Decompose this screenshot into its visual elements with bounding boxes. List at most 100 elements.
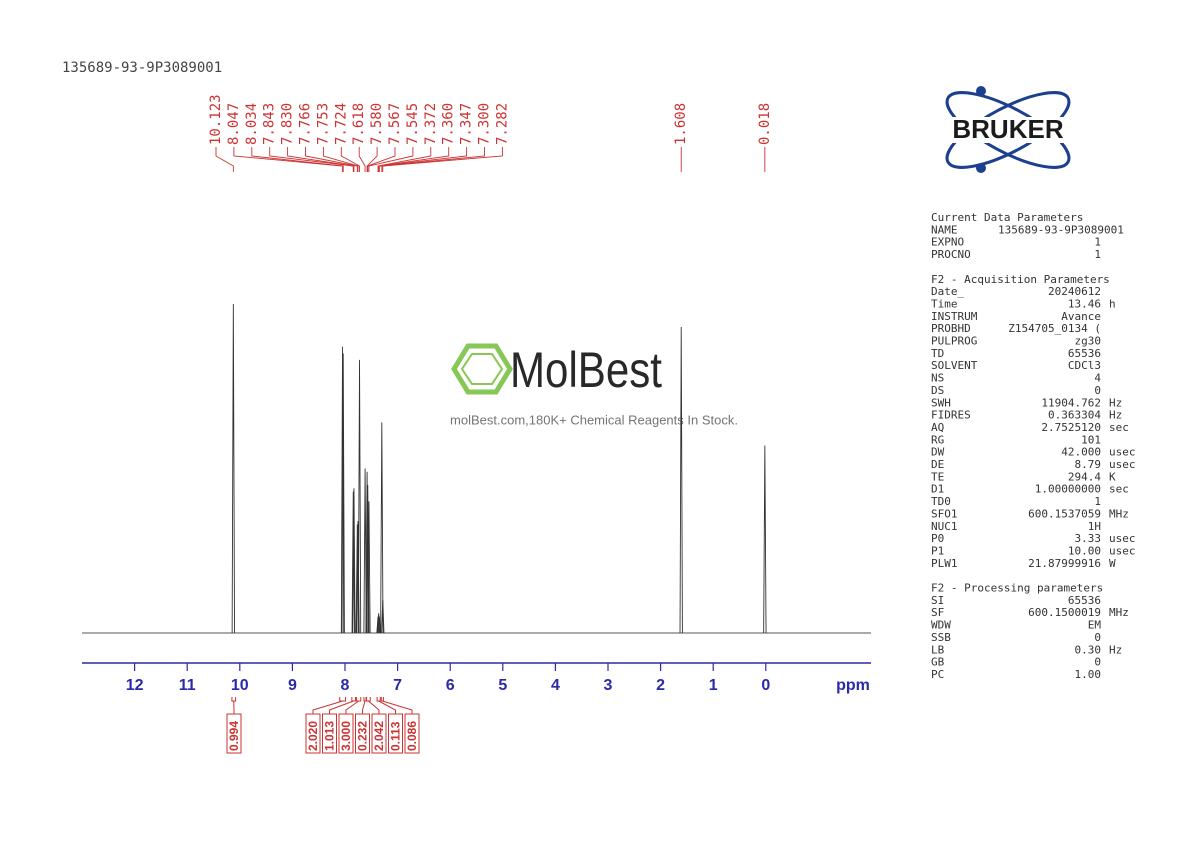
param-unit: usec bbox=[1109, 446, 1136, 459]
param-value: EM bbox=[1088, 619, 1102, 632]
integral-label: 0.113 bbox=[389, 721, 403, 751]
peak-label: 7.567 bbox=[387, 103, 403, 145]
section-title: F2 - Acquisition Parameters bbox=[931, 273, 1110, 286]
peak-pointer bbox=[322, 147, 359, 172]
param-name: GB bbox=[931, 656, 945, 669]
param-value: 65536 bbox=[1068, 347, 1101, 360]
param-name: SOLVENT bbox=[931, 359, 978, 372]
peak-label: 7.545 bbox=[405, 103, 421, 145]
x-tick-label: 2 bbox=[656, 677, 665, 694]
param-name: PROCNO bbox=[931, 248, 971, 261]
peak-pointer bbox=[305, 147, 358, 172]
param-name: P0 bbox=[931, 532, 944, 545]
peak-pointer bbox=[378, 147, 450, 172]
param-value: 600.1537059 bbox=[1028, 507, 1101, 520]
param-value: 2.7525120 bbox=[1041, 421, 1101, 434]
integral-label: 0.086 bbox=[405, 721, 419, 751]
integral-box bbox=[371, 713, 387, 754]
integral-bracket bbox=[366, 697, 380, 714]
param-unit: Hz bbox=[1109, 396, 1122, 409]
integral-bracket bbox=[329, 697, 357, 714]
peak-label: 7.580 bbox=[369, 103, 385, 145]
integral-box bbox=[355, 713, 370, 754]
param-value: 101 bbox=[1081, 433, 1101, 446]
param-name: DE bbox=[931, 458, 944, 471]
peak-pointer bbox=[287, 147, 355, 172]
param-value: 0 bbox=[1094, 656, 1101, 669]
x-axis-label: ppm bbox=[836, 677, 870, 694]
param-name: TD0 bbox=[931, 495, 951, 508]
param-name: LB bbox=[931, 643, 945, 656]
integral-box bbox=[388, 713, 403, 754]
peak-pointer bbox=[368, 147, 414, 172]
param-value: Avance bbox=[1061, 310, 1101, 323]
param-value: 42.000 bbox=[1061, 446, 1101, 459]
integral-bracket bbox=[362, 697, 367, 714]
x-tick-label: 1 bbox=[709, 677, 718, 694]
peak-pointer bbox=[367, 147, 396, 172]
param-name: AQ bbox=[931, 421, 944, 434]
peak-label: 7.360 bbox=[441, 103, 457, 145]
param-value: zg30 bbox=[1075, 335, 1102, 348]
x-tick-label: 0 bbox=[761, 677, 770, 694]
peak-pointer bbox=[377, 147, 432, 172]
peak bbox=[377, 616, 381, 634]
integral-label: 2.042 bbox=[372, 721, 386, 751]
peak-label: 7.766 bbox=[298, 103, 314, 145]
param-name: Date_ bbox=[931, 285, 964, 298]
param-value: 1 bbox=[1094, 248, 1101, 261]
param-name: TE bbox=[931, 470, 944, 483]
param-name: SI bbox=[931, 594, 944, 607]
param-value: 20240612 bbox=[1048, 285, 1101, 298]
section-title: F2 - Processing parameters bbox=[931, 582, 1103, 595]
param-unit: usec bbox=[1109, 544, 1136, 557]
peak bbox=[679, 327, 683, 634]
param-name: SF bbox=[931, 606, 944, 619]
integral-box bbox=[305, 713, 321, 754]
integral-label: 2.020 bbox=[306, 721, 320, 751]
x-tick-label: 11 bbox=[179, 677, 196, 694]
peak-label: 7.724 bbox=[333, 103, 349, 145]
x-tick-label: 3 bbox=[604, 677, 613, 694]
integral-box bbox=[404, 713, 420, 754]
peak bbox=[351, 491, 355, 634]
param-name: SFO1 bbox=[931, 507, 958, 520]
param-unit: Hz bbox=[1109, 643, 1122, 656]
peak-label: 7.618 bbox=[351, 103, 367, 145]
param-value: 65536 bbox=[1068, 594, 1101, 607]
peak bbox=[340, 346, 345, 634]
param-unit: MHz bbox=[1109, 606, 1129, 619]
param-value: 0.30 bbox=[1075, 643, 1102, 656]
param-value: 11904.762 bbox=[1041, 396, 1101, 409]
param-unit: h bbox=[1109, 297, 1116, 310]
sample-title: 135689-93-9P3089001 bbox=[62, 60, 222, 76]
param-name: P1 bbox=[931, 544, 944, 557]
x-tick-label: 7 bbox=[393, 677, 402, 694]
param-name: EXPNO bbox=[931, 236, 964, 249]
param-value: 1 bbox=[1094, 236, 1101, 249]
logo-text: BRUKER bbox=[952, 114, 1063, 144]
param-unit: MHz bbox=[1109, 507, 1129, 520]
param-name: TD bbox=[931, 347, 944, 360]
integral-label: 3.000 bbox=[339, 721, 353, 751]
peak bbox=[352, 488, 356, 634]
param-name: INSTRUM bbox=[931, 310, 978, 323]
integral-label: 0.232 bbox=[356, 721, 370, 751]
param-value: 600.1500019 bbox=[1028, 606, 1101, 619]
bruker-logo: BRUKER bbox=[924, 86, 1092, 173]
watermark: MolBest molBest.com,180K+ Chemical Reage… bbox=[450, 342, 738, 427]
param-unit: W bbox=[1109, 557, 1116, 570]
param-value: Z154705_0134 ( bbox=[1008, 322, 1101, 335]
peak-label: 8.034 bbox=[244, 103, 260, 145]
param-name: NS bbox=[931, 372, 944, 385]
peak bbox=[357, 359, 362, 634]
param-name: DW bbox=[931, 446, 945, 459]
param-value: 21.87999916 bbox=[1028, 557, 1101, 570]
peak-label: 7.753 bbox=[315, 103, 331, 145]
peak-pointer bbox=[340, 147, 360, 172]
x-tick-label: 9 bbox=[288, 677, 297, 694]
peak-pointer bbox=[366, 147, 378, 172]
section-title: Current Data Parameters bbox=[931, 211, 1083, 224]
